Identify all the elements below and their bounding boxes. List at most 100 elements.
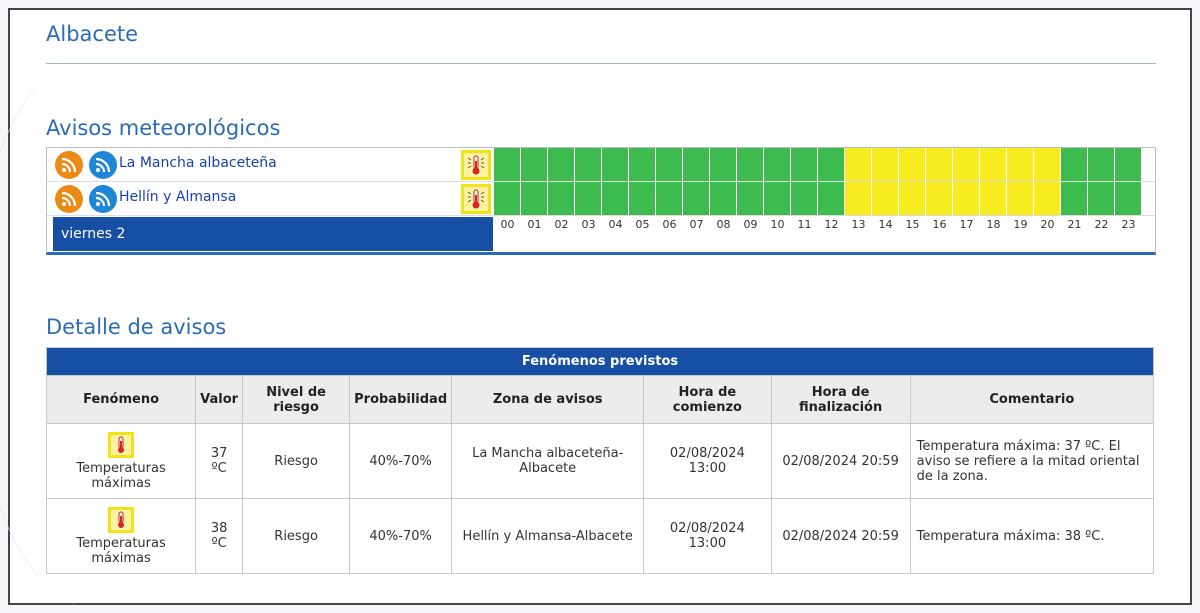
hour-cell-14[interactable]: [872, 148, 898, 181]
hour-cell-21[interactable]: [1061, 182, 1087, 215]
hour-label: 22: [1094, 218, 1109, 231]
start-time-cell: 02/08/2024 13:00: [643, 498, 772, 574]
hour-cell-10[interactable]: [764, 182, 790, 215]
hour-cell-03[interactable]: [575, 148, 601, 181]
hour-cell-18[interactable]: [980, 182, 1006, 215]
column-header: Comentario: [909, 375, 1155, 424]
hour-cell-09[interactable]: [737, 182, 763, 215]
hour-label: 09: [743, 218, 758, 231]
hour-cell-09[interactable]: [737, 148, 763, 181]
day-label[interactable]: viernes 2: [53, 217, 493, 251]
rss-feed-icon[interactable]: [89, 151, 117, 179]
hour-label: 04: [608, 218, 623, 231]
hour-cell-06[interactable]: [656, 182, 682, 215]
hour-label: 11: [797, 218, 812, 231]
hour-cell-07[interactable]: [683, 182, 709, 215]
thermometer-icon[interactable]: [461, 184, 491, 214]
zone-row: Hellín y Almansa: [47, 182, 1155, 216]
hour-label: 08: [716, 218, 731, 231]
zone-cell: La Mancha albaceteña-Albacete: [451, 423, 645, 499]
hour-cell-15[interactable]: [899, 182, 925, 215]
rss-feed-icon[interactable]: [55, 185, 83, 213]
comment-cell: Temperatura máxima: 37 ºC. El aviso se r…: [909, 423, 1155, 499]
column-header: Fenómeno: [45, 375, 197, 424]
probability-cell: 40%-70%: [349, 423, 453, 499]
zone-link[interactable]: La Mancha albaceteña: [119, 155, 277, 171]
hour-cell-20[interactable]: [1034, 148, 1060, 181]
hour-cell-11[interactable]: [791, 148, 817, 181]
hour-cell-00[interactable]: [494, 182, 520, 215]
hour-cell-23[interactable]: [1115, 148, 1141, 181]
table-row: Temperaturas máximas 37 ºC Riesgo 40%-70…: [45, 423, 1155, 499]
hour-label: 02: [554, 218, 569, 231]
hour-label: 14: [878, 218, 893, 231]
probability-cell: 40%-70%: [349, 498, 453, 574]
hour-cell-08[interactable]: [710, 182, 736, 215]
hour-cell-16[interactable]: [926, 182, 952, 215]
hour-cell-22[interactable]: [1088, 182, 1114, 215]
page-frame: Albacete Avisos meteorológicos La Mancha…: [8, 8, 1192, 605]
value-cell: 38 ºC: [195, 498, 244, 574]
hour-label: 00: [500, 218, 515, 231]
hour-cells: [494, 148, 1142, 182]
hour-cell-17[interactable]: [953, 182, 979, 215]
hour-cell-02[interactable]: [548, 148, 574, 181]
hour-cell-17[interactable]: [953, 148, 979, 181]
risk-level-cell: Riesgo: [242, 423, 351, 499]
hour-cell-23[interactable]: [1115, 182, 1141, 215]
avisos-heading: Avisos meteorológicos: [46, 116, 281, 140]
phenomenon-cell: Temperaturas máximas: [45, 423, 197, 499]
hour-cell-18[interactable]: [980, 148, 1006, 181]
hour-cell-19[interactable]: [1007, 148, 1033, 181]
hour-cell-15[interactable]: [899, 148, 925, 181]
hour-cell-05[interactable]: [629, 182, 655, 215]
hour-cell-06[interactable]: [656, 148, 682, 181]
thermometer-icon[interactable]: [461, 150, 491, 180]
end-time-cell: 02/08/2024 20:59: [770, 498, 911, 574]
hour-cell-12[interactable]: [818, 148, 844, 181]
zone-link[interactable]: Hellín y Almansa: [119, 189, 237, 205]
hour-cell-16[interactable]: [926, 148, 952, 181]
table-row: Temperaturas máximas 38 ºC Riesgo 40%-70…: [45, 498, 1155, 574]
hour-cell-21[interactable]: [1061, 148, 1087, 181]
hour-cell-14[interactable]: [872, 182, 898, 215]
hour-cell-05[interactable]: [629, 148, 655, 181]
hour-label: 16: [932, 218, 947, 231]
hour-cell-13[interactable]: [845, 148, 871, 181]
table-caption: Fenómenos previstos: [46, 347, 1154, 376]
column-header: Probabilidad: [349, 375, 453, 424]
warnings-timeline: La Mancha albaceteña Hellín y Almansa: [46, 147, 1156, 255]
phenomenon-label: Temperaturas máximas: [76, 535, 166, 566]
hour-cell-03[interactable]: [575, 182, 601, 215]
hour-cell-13[interactable]: [845, 182, 871, 215]
hour-label: 15: [905, 218, 920, 231]
hour-cell-02[interactable]: [548, 182, 574, 215]
hour-cell-11[interactable]: [791, 182, 817, 215]
hour-cell-01[interactable]: [521, 182, 547, 215]
hour-cell-04[interactable]: [602, 182, 628, 215]
rss-feed-icon[interactable]: [89, 185, 117, 213]
zone-cell: Hellín y Almansa-Albacete: [451, 498, 645, 574]
hour-cell-22[interactable]: [1088, 148, 1114, 181]
hour-cell-12[interactable]: [818, 182, 844, 215]
value-cell: 37 ºC: [195, 423, 244, 499]
hour-cell-20[interactable]: [1034, 182, 1060, 215]
hour-cell-04[interactable]: [602, 148, 628, 181]
hour-cell-00[interactable]: [494, 148, 520, 181]
detalle-heading: Detalle de avisos: [46, 315, 227, 339]
column-header: Nivel de riesgo: [242, 375, 351, 424]
details-table-wrapper: Fenómenos previstos Fenómeno Valor Nivel…: [45, 347, 1155, 574]
hour-label: 12: [824, 218, 839, 231]
hour-label: 18: [986, 218, 1001, 231]
comment-cell: Temperatura máxima: 38 ºC.: [909, 498, 1155, 574]
hour-cell-01[interactable]: [521, 148, 547, 181]
hour-cell-08[interactable]: [710, 148, 736, 181]
hour-cells: [494, 182, 1142, 216]
hour-cell-07[interactable]: [683, 148, 709, 181]
end-time-cell: 02/08/2024 20:59: [770, 423, 911, 499]
hour-label: 01: [527, 218, 542, 231]
hour-cell-19[interactable]: [1007, 182, 1033, 215]
rss-feed-icon[interactable]: [55, 151, 83, 179]
thermometer-icon: [108, 431, 135, 458]
hour-cell-10[interactable]: [764, 148, 790, 181]
